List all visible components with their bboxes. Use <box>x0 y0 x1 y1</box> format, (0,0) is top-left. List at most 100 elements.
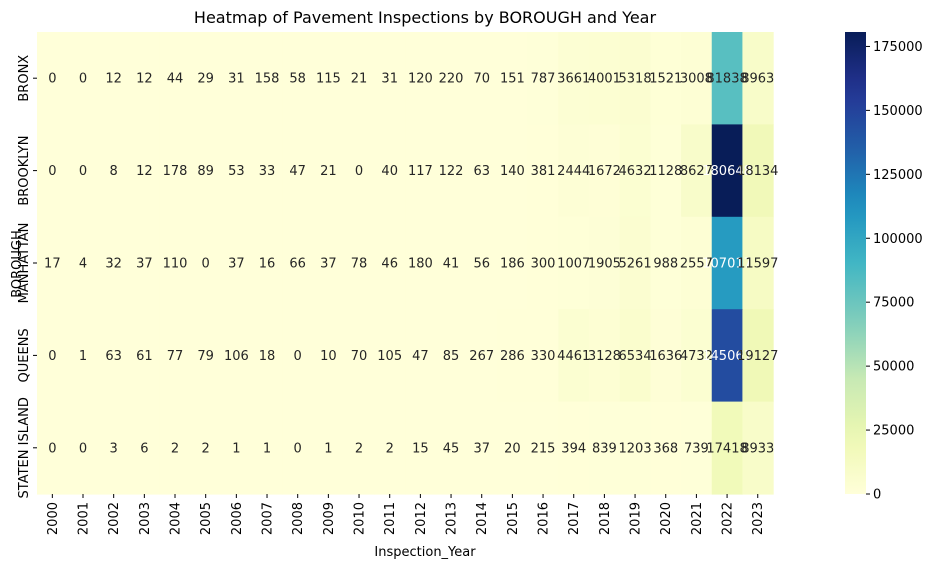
heatmap-cell <box>282 32 314 125</box>
heatmap-cell <box>527 401 559 495</box>
heatmap-cell <box>343 401 375 495</box>
cell-value-label: 122 <box>439 164 464 179</box>
cell-value-label: 186 <box>500 257 525 272</box>
heatmap-cell <box>221 124 253 218</box>
cell-value-label: 381 <box>531 164 556 179</box>
heatmap-cell <box>650 401 682 495</box>
heatmap-cell <box>466 32 498 125</box>
cell-value-label: 1672 <box>588 164 621 179</box>
cell-value-label: 0 <box>294 441 302 456</box>
heatmap-cells <box>37 32 774 495</box>
cell-value-label: 78 <box>351 257 368 272</box>
heatmap-cell <box>466 309 498 403</box>
x-tick-label: 2009 <box>322 502 337 535</box>
heatmap-cell <box>711 32 744 125</box>
heatmap-cell <box>466 216 498 310</box>
colorbar-tick-label: 25000 <box>873 424 914 439</box>
cell-value-label: 267 <box>469 349 494 364</box>
heatmap-cell <box>190 124 222 218</box>
heatmap-cell <box>466 124 498 218</box>
x-tick-label: 2022 <box>721 502 736 535</box>
heatmap-cell <box>37 309 69 403</box>
cell-value-label: 140 <box>500 164 525 179</box>
cell-value-label: 5261 <box>619 257 652 272</box>
cell-value-label: 61 <box>136 349 153 364</box>
heatmap-cell <box>374 309 406 403</box>
heatmap-cell <box>98 309 130 403</box>
cell-value-label: 110 <box>163 257 188 272</box>
cell-value-label: 12 <box>136 72 153 87</box>
x-tick-label: 2005 <box>199 502 214 535</box>
heatmap-cell <box>405 124 437 218</box>
cell-value-label: 787 <box>531 72 556 87</box>
heatmap-cell <box>466 401 498 495</box>
heatmap-cell <box>405 32 437 125</box>
cell-value-label: 79 <box>197 349 214 364</box>
heatmap-cell <box>619 309 651 403</box>
cell-value-label: 1128 <box>649 164 682 179</box>
heatmap-cell <box>343 124 375 218</box>
y-tick-label: MANHATTAN <box>17 223 32 304</box>
cell-value-label: 12 <box>136 164 153 179</box>
cell-value-label: 56 <box>473 257 490 272</box>
heatmap-cell <box>619 32 651 125</box>
cell-value-label: 8627 <box>680 164 713 179</box>
heatmap-cell <box>67 124 99 218</box>
heatmap-cell <box>37 401 69 495</box>
heatmap-cell <box>497 216 529 310</box>
cell-value-label: 12 <box>105 72 122 87</box>
heatmap-cell <box>313 401 345 495</box>
heatmap-cell <box>37 32 69 125</box>
heatmap-cell-labels: 0 0 12 12 44 29 31 158 58 115 21 31 120 220 70 151 787 36… <box>44 72 778 457</box>
heatmap-cell <box>251 309 283 403</box>
cell-value-label: 19127 <box>737 349 778 364</box>
cell-value-label: 1521 <box>649 72 682 87</box>
heatmap-cell <box>742 32 774 125</box>
cell-value-label: 77 <box>167 349 184 364</box>
cell-value-label: 8933 <box>741 441 774 456</box>
heatmap-cell <box>619 124 651 218</box>
heatmap-cell <box>221 309 253 403</box>
heatmap-cell <box>313 216 345 310</box>
cell-value-label: 117 <box>408 164 433 179</box>
heatmap-cell <box>374 216 406 310</box>
heatmap-cell <box>527 216 559 310</box>
colorbar-tick-label: 0 <box>873 488 881 503</box>
heatmap-cell <box>742 309 774 403</box>
heatmap-cell <box>589 401 621 495</box>
x-axis-ticks: 2000 2001 2002 2003 2004 2005 2006 2007 2008 2009… <box>46 494 766 535</box>
colorbar-tick-label: 75000 <box>873 296 914 311</box>
heatmap-cell <box>497 401 529 495</box>
y-tick-label: BROOKLYN <box>17 136 32 206</box>
cell-value-label: 220 <box>439 72 464 87</box>
heatmap-cell <box>343 32 375 125</box>
heatmap-cell <box>129 216 161 310</box>
cell-value-label: 0 <box>79 72 87 87</box>
cell-value-label: 37 <box>473 441 490 456</box>
cell-value-label: 178 <box>163 164 188 179</box>
cell-value-label: 286 <box>500 349 525 364</box>
heatmap-cell <box>98 401 130 495</box>
cell-value-label: 10 <box>320 349 337 364</box>
heatmap-cell <box>374 124 406 218</box>
heatmap-cell <box>251 216 283 310</box>
heatmap-cell <box>681 32 713 125</box>
heatmap-cell <box>67 401 99 495</box>
heatmap-cell <box>435 309 467 403</box>
cell-value-label: 3008 <box>680 72 713 87</box>
heatmap-cell <box>313 124 345 218</box>
heatmap-cell <box>159 401 191 495</box>
cell-value-label: 106 <box>224 349 249 364</box>
cell-value-label: 739 <box>684 441 709 456</box>
cell-value-label: 3661 <box>557 72 590 87</box>
x-tick-label: 2003 <box>138 502 153 535</box>
x-tick-label: 2018 <box>598 502 613 535</box>
heatmap-cell <box>343 309 375 403</box>
heatmap-cell <box>558 216 590 310</box>
heatmap-cell <box>282 401 314 495</box>
cell-value-label: 2 <box>202 441 210 456</box>
heatmap-cell <box>681 309 713 403</box>
heatmap-cell <box>619 401 651 495</box>
heatmap-cell <box>589 124 621 218</box>
